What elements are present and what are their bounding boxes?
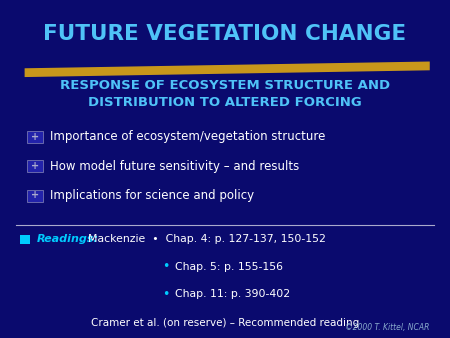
Polygon shape: [25, 62, 430, 77]
Text: FUTURE VEGETATION CHANGE: FUTURE VEGETATION CHANGE: [44, 24, 406, 44]
Text: Implications for science and policy: Implications for science and policy: [50, 189, 254, 202]
Text: Chap. 5: p. 155-156: Chap. 5: p. 155-156: [175, 262, 283, 272]
Text: •: •: [162, 288, 170, 301]
Bar: [27, 160, 43, 172]
Text: +: +: [31, 161, 39, 171]
Text: Mackenzie  •  Chap. 4: p. 127-137, 150-152: Mackenzie • Chap. 4: p. 127-137, 150-152: [88, 234, 326, 244]
Text: +: +: [31, 190, 39, 200]
Text: +: +: [31, 131, 39, 142]
Text: Chap. 11: p. 390-402: Chap. 11: p. 390-402: [175, 289, 290, 299]
Bar: [20, 235, 30, 244]
Text: Cramer et al. (on reserve) – Recommended reading: Cramer et al. (on reserve) – Recommended…: [91, 318, 359, 328]
Text: Readings:: Readings:: [36, 234, 99, 244]
Text: How model future sensitivity – and results: How model future sensitivity – and resul…: [50, 160, 299, 173]
Text: ©2000 T. Kittel, NCAR: ©2000 T. Kittel, NCAR: [345, 323, 430, 332]
Bar: [27, 190, 43, 202]
Text: Importance of ecosystem/vegetation structure: Importance of ecosystem/vegetation struc…: [50, 130, 325, 143]
Text: RESPONSE OF ECOSYSTEM STRUCTURE AND
DISTRIBUTION TO ALTERED FORCING: RESPONSE OF ECOSYSTEM STRUCTURE AND DIST…: [60, 79, 390, 110]
Text: •: •: [162, 260, 170, 273]
Bar: [27, 131, 43, 143]
